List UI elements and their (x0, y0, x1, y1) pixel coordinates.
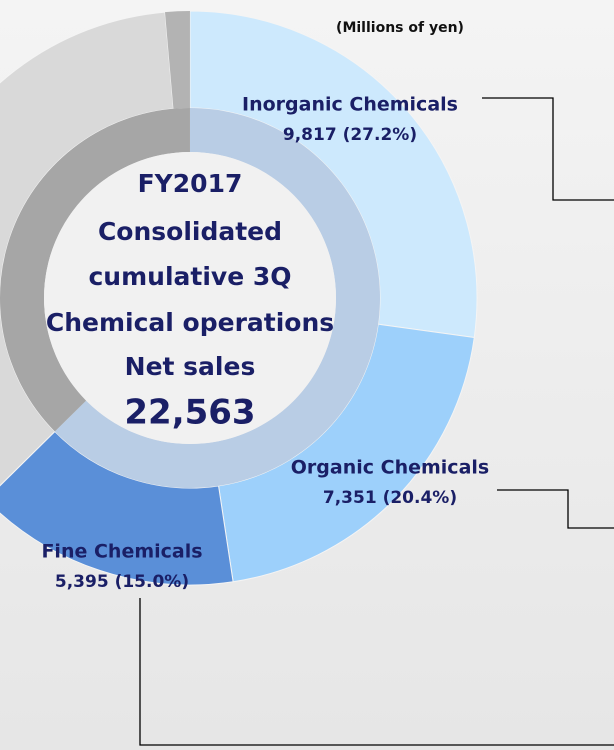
center-line: Net sales (125, 352, 256, 381)
category-label: Organic Chemicals (291, 457, 489, 479)
category-label: Inorganic Chemicals (242, 94, 458, 116)
center-line: cumulative 3Q (88, 262, 291, 291)
center-line: FY2017 (138, 169, 243, 198)
value-label: 9,817 (27.2%) (283, 125, 417, 145)
center-line: Chemical operations (46, 308, 334, 337)
rings (0, 10, 478, 586)
leader-line (482, 97, 614, 201)
leader-line (497, 489, 614, 529)
inner-ring (0, 108, 190, 432)
chart-title: (Millions of yen) (336, 20, 464, 36)
value-label: 7,351 (20.4%) (323, 488, 457, 508)
leader-line (139, 598, 614, 746)
inner-ring (54, 108, 381, 488)
labels: Inorganic Chemicals 9,817 (27.2%) Organic … (41, 94, 489, 593)
donut-hole (44, 152, 336, 444)
center-text: FY2017 Consolidated cumulative 3Q Chemical … (46, 169, 334, 433)
value-label: 5,395 (15.0%) (55, 572, 189, 592)
category-label: Fine Chemicals (41, 541, 202, 563)
center-line: Consolidated (98, 217, 282, 246)
center-value: 22,563 (124, 393, 255, 433)
other-segment (164, 11, 190, 109)
